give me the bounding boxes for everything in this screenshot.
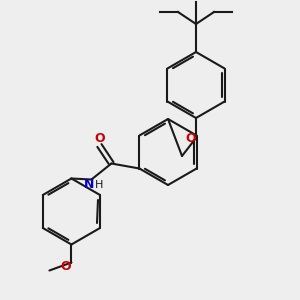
Text: H: H: [95, 179, 103, 190]
Text: O: O: [186, 131, 196, 145]
Text: O: O: [94, 132, 105, 145]
Text: O: O: [60, 260, 71, 273]
Text: N: N: [84, 178, 94, 191]
